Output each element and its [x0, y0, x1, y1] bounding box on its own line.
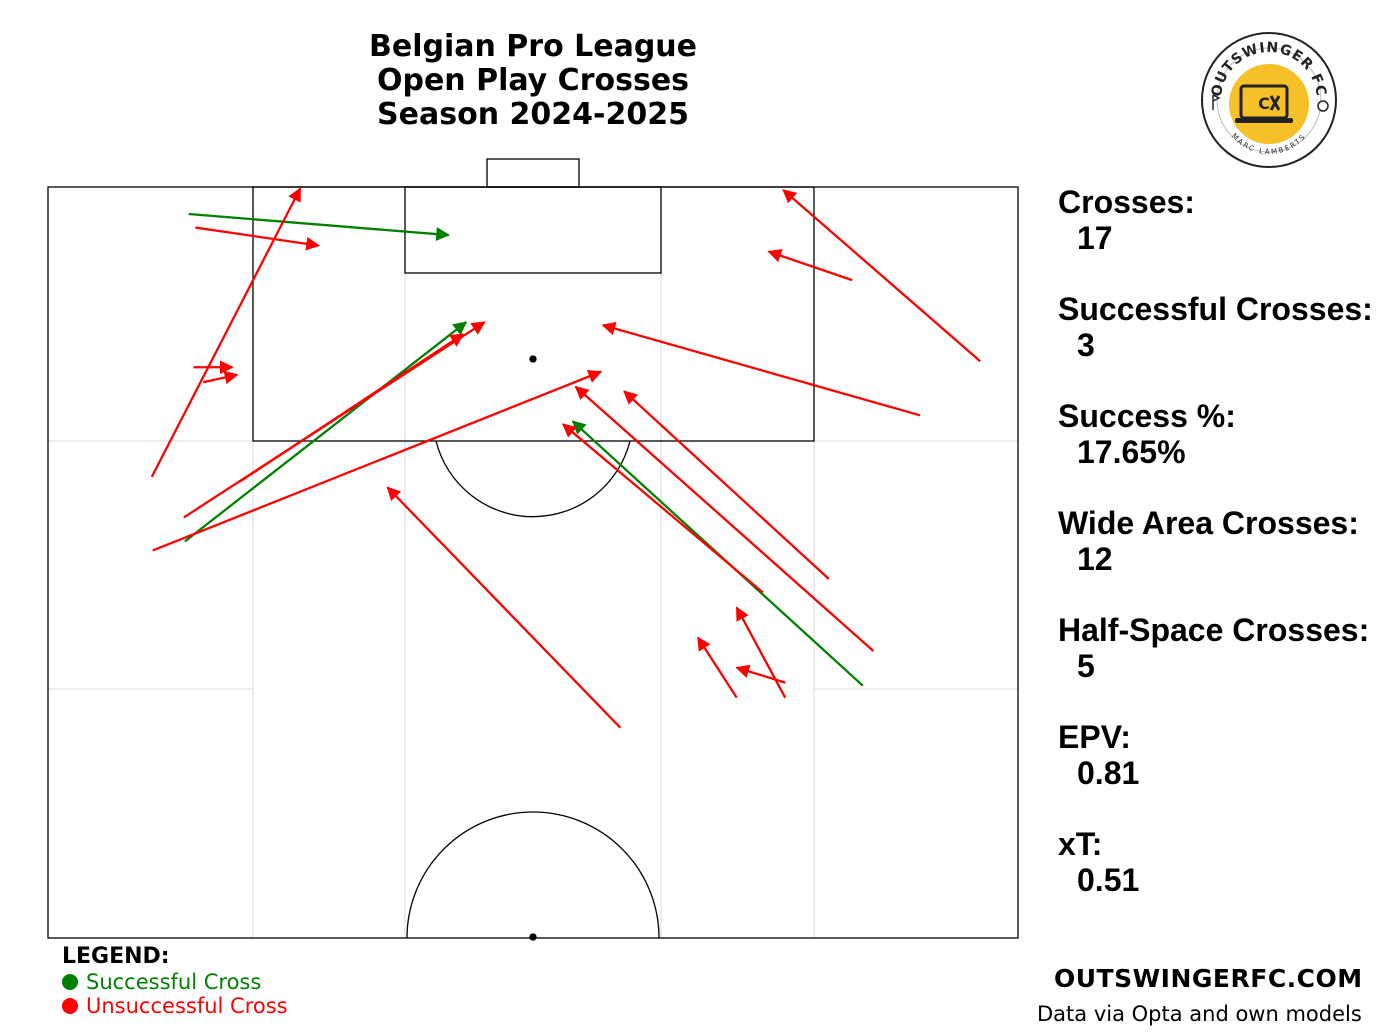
site-name: OUTSWINGERFC.COM — [1054, 964, 1363, 993]
stat-label: Crosses: — [1058, 184, 1195, 220]
red-dot-icon — [62, 998, 78, 1014]
stat-epv: EPV: 0.81 — [1058, 719, 1398, 826]
chart-title: Belgian Pro League Open Play Crosses Sea… — [283, 30, 783, 132]
title-line-1: Belgian Pro League — [368, 29, 698, 64]
data-source: Data via Opta and own models — [1037, 1002, 1362, 1026]
legend-label: Unsuccessful Cross — [86, 994, 288, 1018]
stat-label: Success %: — [1058, 398, 1236, 434]
stat-label: EPV: — [1058, 719, 1131, 755]
unsuccessful-cross-arrow — [696, 636, 738, 699]
stat-value: 0.51 — [1077, 862, 1140, 898]
stat-success-pct: Success %: 17.65% — [1058, 398, 1398, 505]
unsuccessful-cross-arrow — [183, 321, 486, 519]
stat-label: Successful Crosses: — [1058, 291, 1373, 327]
goal — [486, 158, 580, 188]
center-spot — [529, 933, 537, 941]
stat-value: 5 — [1077, 648, 1095, 684]
legend-label: Successful Cross — [86, 970, 262, 994]
successful-cross-arrow — [184, 321, 468, 543]
successful-cross-arrow — [188, 212, 450, 241]
stat-label: Half-Space Crosses: — [1058, 612, 1370, 648]
title-line-2: Open Play Crosses — [376, 63, 690, 98]
unsuccessful-cross-arrow — [601, 321, 921, 417]
pitch-chart — [47, 158, 1019, 941]
legend: LEGEND: Successful Cross Unsuccessful Cr… — [62, 944, 288, 1018]
unsuccessful-cross-arrow — [386, 486, 622, 729]
stat-wide-area-crosses: Wide Area Crosses: 12 — [1058, 505, 1398, 612]
unsuccessful-cross-arrow — [782, 189, 981, 363]
unsuccessful-cross-arrow — [202, 370, 239, 385]
center-circle — [406, 811, 660, 939]
unsuccessful-cross-arrow — [152, 369, 603, 552]
stat-value: 3 — [1077, 327, 1095, 363]
stat-label: xT: — [1058, 826, 1103, 862]
green-dot-icon — [62, 974, 78, 990]
stat-half-space-crosses: Half-Space Crosses: 5 — [1058, 612, 1398, 719]
stat-value: 17 — [1077, 220, 1113, 256]
unsuccessful-cross-arrow — [574, 385, 875, 652]
penalty-arc — [435, 440, 631, 518]
stat-xt: xT: 0.51 — [1058, 826, 1398, 933]
unsuccessful-cross-arrow — [767, 249, 853, 282]
legend-title: LEGEND: — [62, 944, 170, 969]
penalty-spot — [529, 355, 537, 363]
legend-item-unsuccessful: Unsuccessful Cross — [62, 994, 288, 1018]
unsuccessful-cross-arrow — [623, 390, 830, 580]
legend-item-successful: Successful Cross — [62, 970, 288, 994]
club-logo: C OUTSWINGER FC MARC LAMBERTS — [1199, 30, 1339, 170]
stat-successful-crosses: Successful Crosses: 3 — [1058, 291, 1398, 398]
stat-value: 17.65% — [1077, 434, 1186, 470]
stat-value: 12 — [1077, 541, 1113, 577]
flag-icon — [1212, 94, 1221, 110]
ball-icon — [1317, 100, 1329, 112]
stats-panel: Crosses: 17 Successful Crosses: 3 Succes… — [1058, 184, 1398, 933]
outswinger-logo-icon: C OUTSWINGER FC MARC LAMBERTS — [1201, 32, 1337, 168]
stat-value: 0.81 — [1077, 755, 1140, 791]
unsuccessful-cross-arrow — [562, 423, 764, 594]
unsuccessful-cross-arrow — [150, 187, 302, 478]
unsuccessful-cross-arrow — [195, 226, 320, 251]
svg-text:C: C — [1258, 94, 1270, 113]
stat-label: Wide Area Crosses: — [1058, 505, 1359, 541]
title-line-3: Season 2024-2025 — [377, 97, 689, 132]
unsuccessful-cross-arrow — [735, 606, 787, 699]
six-yard-box — [404, 186, 662, 274]
pitch-outline — [47, 186, 1019, 939]
zone-gridlines — [48, 187, 1018, 938]
unsuccessful-cross-arrow — [735, 664, 786, 684]
stat-crosses: Crosses: 17 — [1058, 184, 1398, 291]
